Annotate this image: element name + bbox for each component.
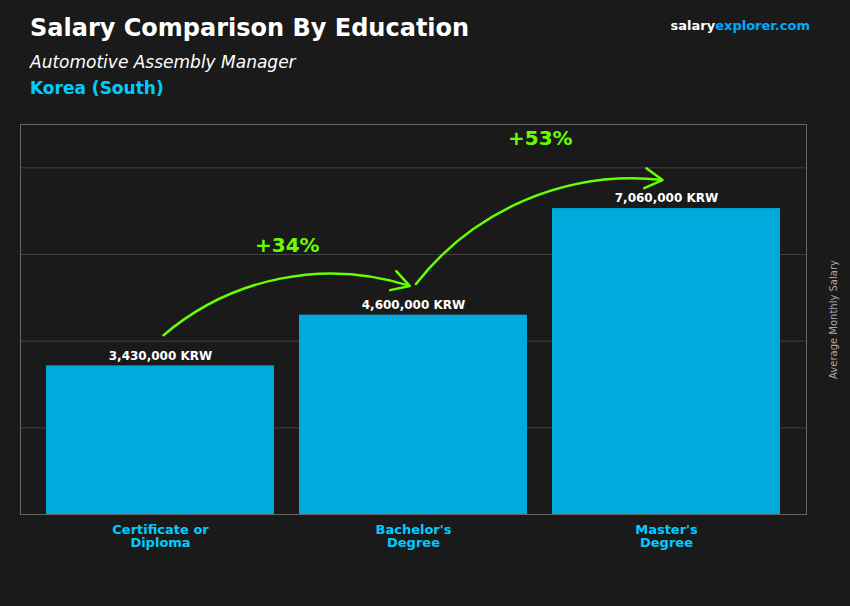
svg-text:7,060,000 KRW: 7,060,000 KRW (615, 191, 719, 205)
svg-text:3,430,000 KRW: 3,430,000 KRW (109, 349, 213, 363)
svg-text:4,600,000 KRW: 4,600,000 KRW (362, 298, 466, 312)
html-text:Salary Comparison By Education: Salary Comparison By Education (30, 14, 470, 42)
svg-text:Master'sDegree: Master'sDegree (635, 522, 698, 550)
svg-text:+34%: +34% (255, 233, 320, 257)
html-text:Automotive Assembly Manager: Automotive Assembly Manager (30, 52, 296, 72)
svg-text:+53%: +53% (508, 126, 573, 150)
svg-text:Certificate orDiploma: Certificate orDiploma (112, 522, 209, 550)
html-text:salary explorer.com: salary explorer.com (670, 18, 810, 33)
html-text:Korea (South): Korea (South) (30, 78, 164, 98)
svg-text:Average Monthly Salary: Average Monthly Salary (828, 260, 839, 379)
svg-text:Bachelor'sDegree: Bachelor'sDegree (376, 522, 452, 550)
